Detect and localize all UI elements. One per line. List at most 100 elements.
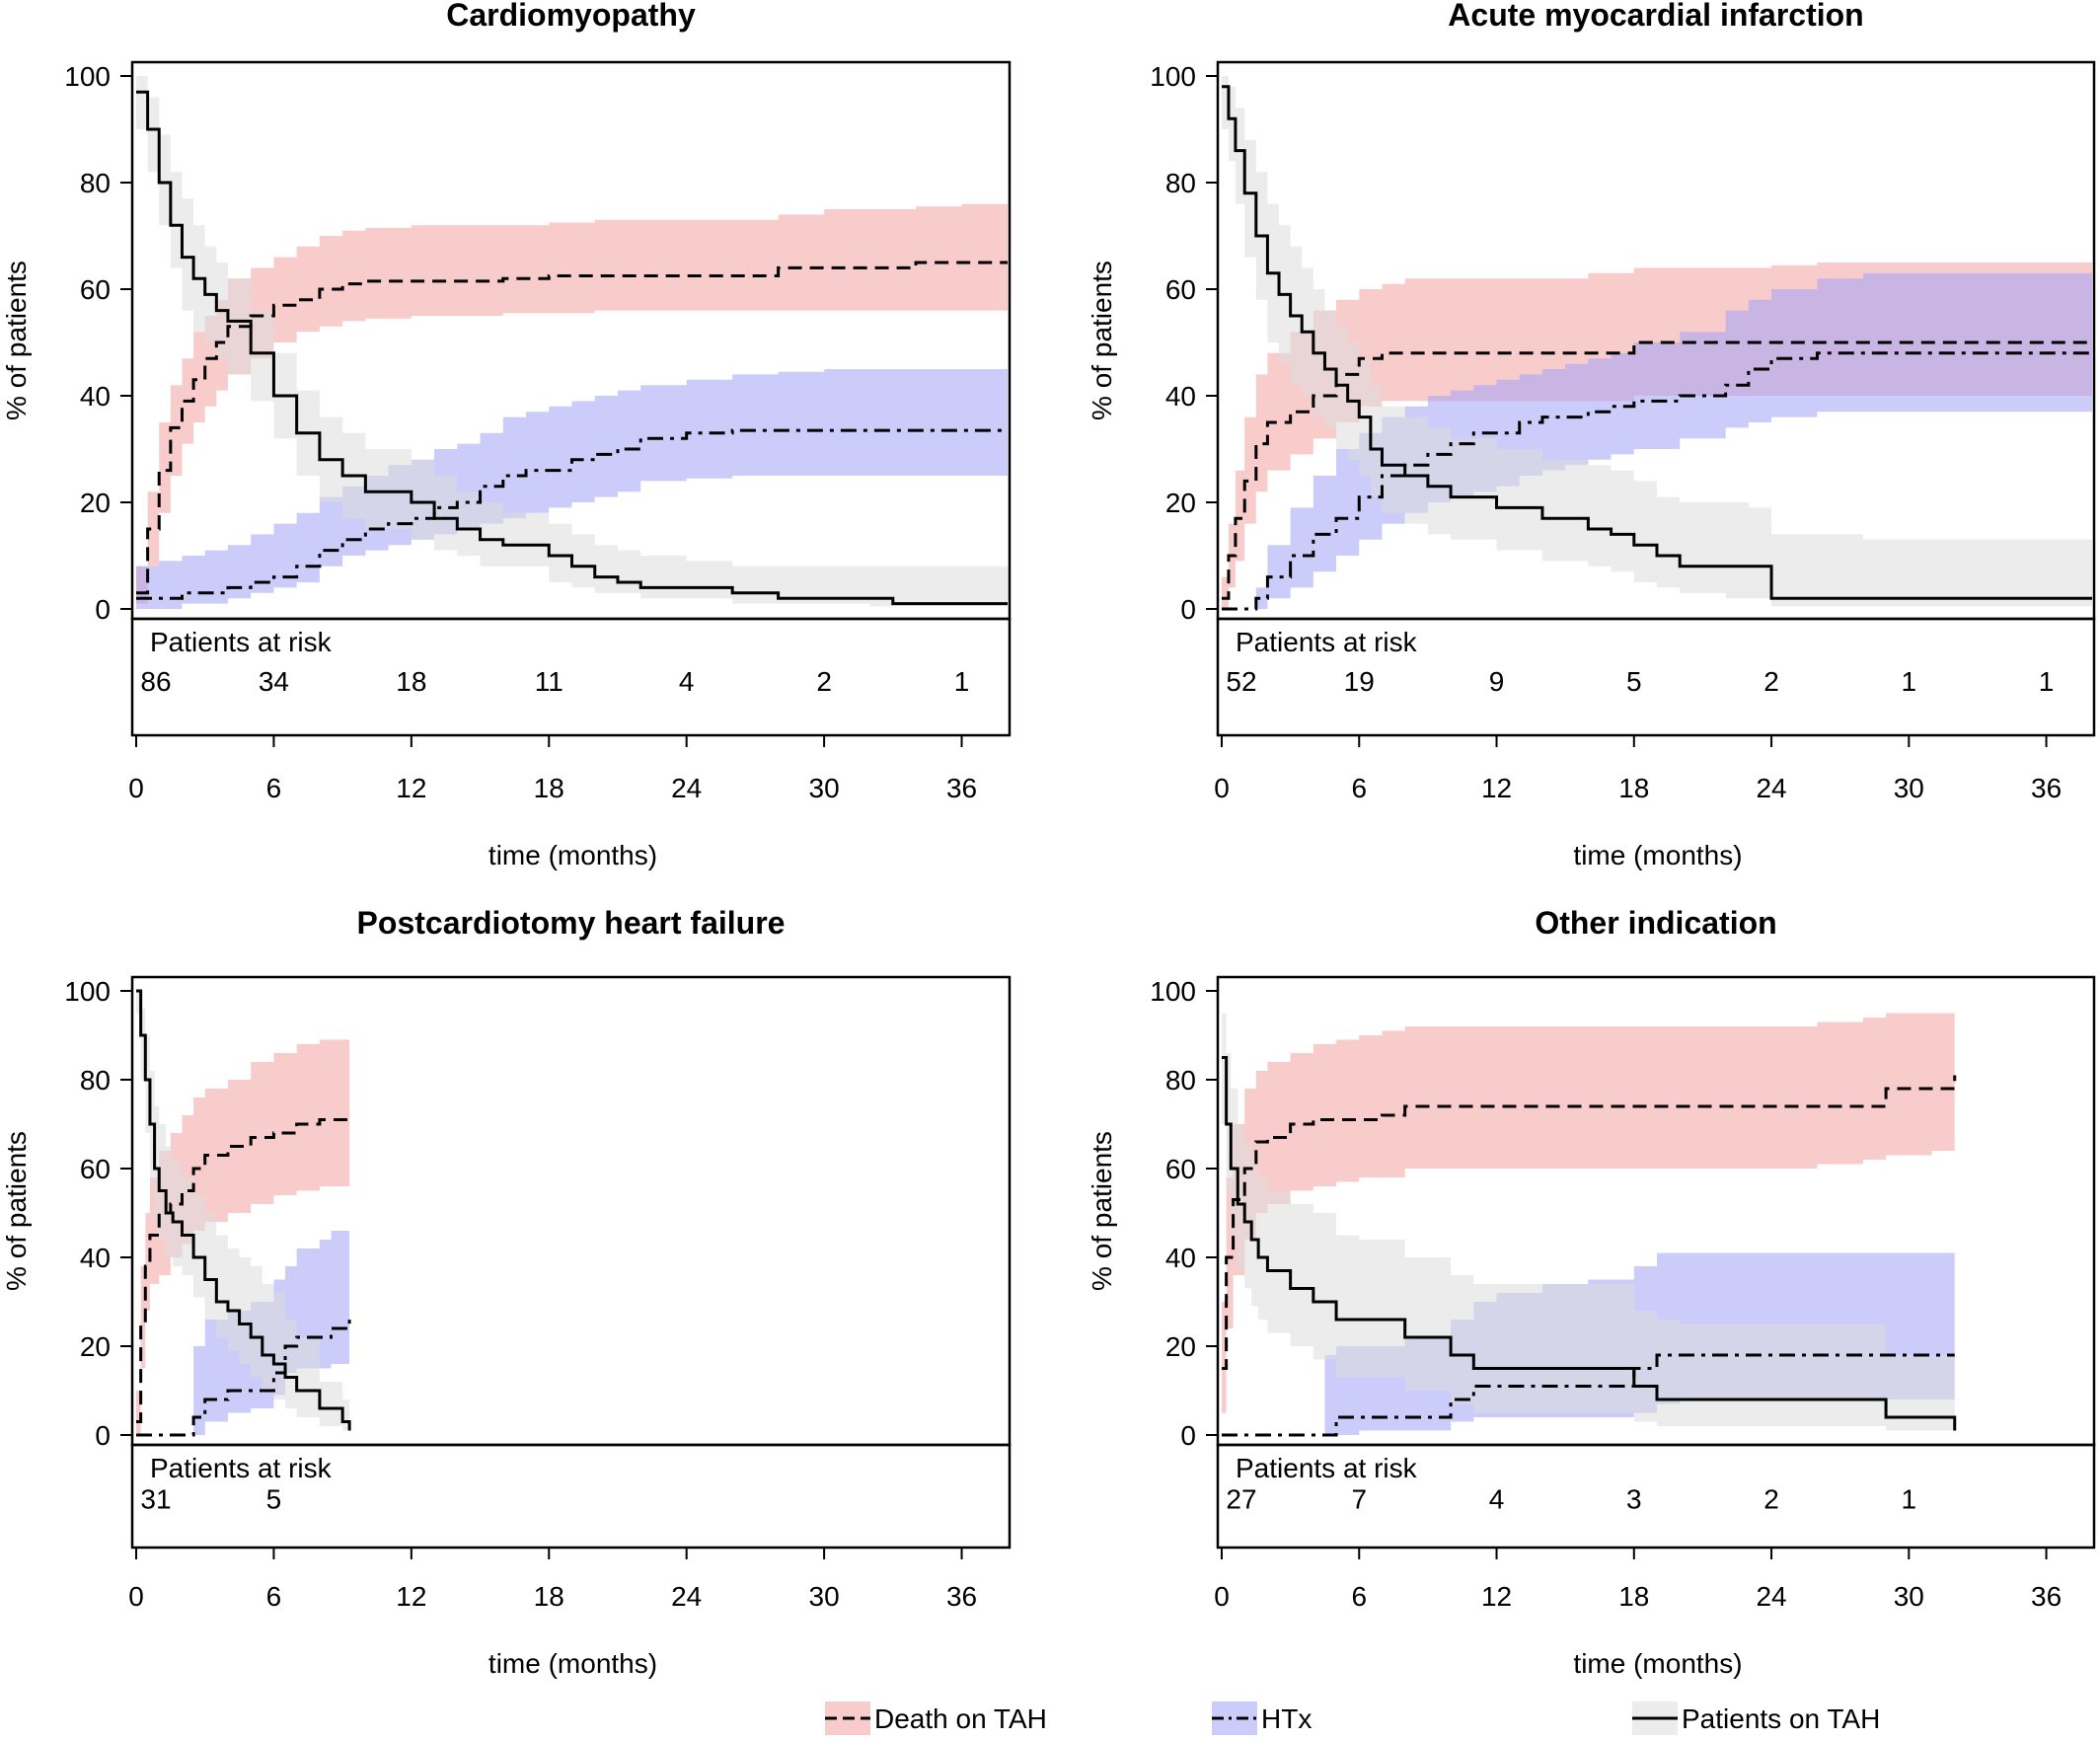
legend-item-patients: Patients on TAH: [1632, 1701, 1880, 1735]
x-tick-label: 18: [1618, 773, 1649, 803]
y-tick-label: 60: [1165, 1154, 1196, 1184]
risk-count: 1: [1902, 1483, 1917, 1514]
risk-table-frame: [1216, 617, 2096, 737]
y-tick-label: 20: [1165, 488, 1196, 518]
legend-item-htx: HTx: [1212, 1701, 1312, 1735]
x-tick-label: 6: [1351, 1581, 1367, 1612]
risk-count: 3: [1626, 1483, 1642, 1514]
ci-band-htx: [1222, 272, 2092, 609]
x-tick-label: 30: [1894, 773, 1924, 803]
y-tick-label: 20: [1165, 1331, 1196, 1362]
legend-label: Death on TAH: [874, 1703, 1047, 1734]
risk-table-title: Patients at risk: [150, 1453, 333, 1483]
series-line-patients: [136, 90, 1008, 606]
risk-count: 5: [266, 1483, 282, 1514]
panel-title: Other indication: [1535, 905, 1776, 941]
x-tick-label: 18: [534, 773, 564, 803]
x-tick-label: 0: [1214, 773, 1230, 803]
risk-count: 2: [1763, 1483, 1779, 1514]
legend-label: Patients on TAH: [1682, 1703, 1880, 1734]
legend-item-death: Death on TAH: [825, 1701, 1047, 1735]
risk-count: 19: [1344, 666, 1375, 697]
series-line-htx: [1222, 1353, 1955, 1437]
series-line-htx: [136, 428, 1008, 600]
y-tick-label: 80: [80, 1065, 111, 1096]
risk-table-title: Patients at risk: [1236, 627, 1418, 657]
legend-label: HTx: [1261, 1703, 1312, 1734]
y-tick-label: 0: [95, 1420, 111, 1451]
risk-count: 52: [1226, 666, 1256, 697]
legend: Death on TAH HTx Patients on TAH: [825, 1701, 1880, 1735]
risk-count: 4: [1489, 1483, 1505, 1514]
x-tick-label: 0: [1214, 1581, 1230, 1612]
risk-count: 27: [1226, 1483, 1256, 1514]
x-tick-label: 30: [1894, 1581, 1924, 1612]
y-tick-label: 60: [80, 1154, 111, 1184]
series-line-patients: [1222, 1056, 1957, 1431]
ci-band-patients: [136, 76, 1008, 607]
risk-count: 86: [140, 666, 171, 697]
x-tick-label: 18: [534, 1581, 564, 1612]
risk-count: 1: [1902, 666, 1917, 697]
y-tick-label: 0: [1180, 594, 1196, 625]
risk-count: 9: [1489, 666, 1505, 697]
y-tick-label: 40: [80, 1243, 111, 1273]
y-tick-label: 80: [1165, 168, 1196, 198]
risk-table-frame: [130, 1443, 1012, 1550]
risk-count: 11: [535, 666, 563, 697]
y-tick-label: 100: [64, 976, 111, 1007]
x-tick-label: 24: [1756, 1581, 1786, 1612]
x-tick-label: 36: [946, 773, 977, 803]
x-tick-label: 6: [1351, 773, 1367, 803]
y-tick-label: 60: [1165, 274, 1196, 305]
plot-area: [1222, 1013, 1957, 1437]
risk-count: 2: [816, 666, 832, 697]
x-tick-label: 18: [1618, 1581, 1649, 1612]
y-tick-label: 100: [64, 61, 111, 92]
x-axis-label: time (months): [488, 840, 657, 870]
risk-count: 7: [1351, 1483, 1367, 1514]
x-tick-label: 6: [266, 1581, 282, 1612]
risk-count: 18: [396, 666, 426, 697]
x-tick-label: 24: [671, 773, 702, 803]
panel-title: Cardiomyopathy: [446, 0, 696, 33]
ci-band-death: [136, 1039, 350, 1435]
y-tick-label: 40: [1165, 1243, 1196, 1273]
series-line-death: [1222, 1075, 1957, 1370]
risk-count: 2: [1763, 666, 1779, 697]
y-axis-label: % of patients: [1, 261, 32, 420]
y-tick-label: 80: [80, 168, 111, 198]
chart-panel-2: Acute myocardial infarction 0 20 40 60 80 100 0…: [1087, 0, 2096, 870]
x-tick-label: 6: [266, 773, 282, 803]
y-tick-label: 20: [80, 1331, 111, 1362]
x-tick-label: 0: [128, 773, 144, 803]
x-tick-label: 12: [396, 773, 426, 803]
risk-table-title: Patients at risk: [1236, 1453, 1418, 1483]
y-tick-label: 40: [80, 381, 111, 412]
y-tick-label: 60: [80, 274, 111, 305]
ci-band-patients: [1222, 76, 2092, 607]
x-tick-label: 36: [946, 1581, 977, 1612]
y-axis-label: % of patients: [1, 1131, 32, 1291]
y-tick-label: 0: [1180, 1420, 1196, 1451]
y-tick-label: 80: [1165, 1065, 1196, 1096]
series-line-htx: [1222, 351, 2092, 611]
x-tick-label: 36: [2031, 773, 2062, 803]
series-line-death: [136, 1118, 350, 1423]
risk-count: 34: [259, 666, 289, 697]
panel-title: Postcardiotomy heart failure: [357, 905, 786, 941]
x-axis-label: time (months): [1573, 840, 1742, 870]
ci-band-death: [136, 203, 1008, 604]
chart-panel-3: Postcardiotomy heart failure 0 20 40 60 80 100…: [1, 905, 1012, 1679]
panel-title: Acute myocardial infarction: [1448, 0, 1863, 33]
series-line-htx: [136, 1315, 351, 1437]
series-line-death: [1222, 340, 2092, 600]
plot-area: [136, 76, 1008, 609]
risk-count: 4: [679, 666, 695, 697]
y-axis-label: % of patients: [1087, 261, 1117, 420]
y-tick-label: 0: [95, 594, 111, 625]
y-tick-label: 100: [1150, 61, 1196, 92]
